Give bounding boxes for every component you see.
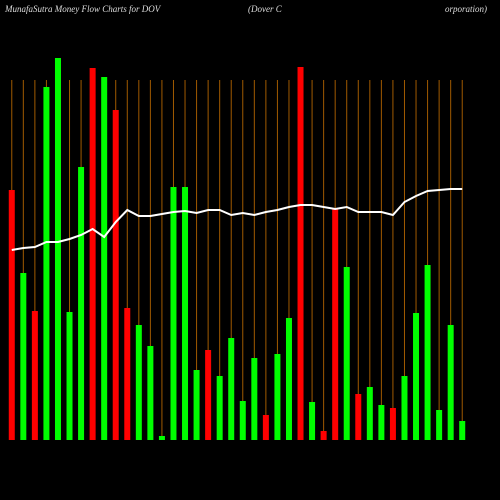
bar xyxy=(239,401,246,440)
bar xyxy=(251,358,258,440)
bar xyxy=(297,67,304,440)
bar xyxy=(332,208,339,440)
bar xyxy=(320,431,327,440)
bar xyxy=(182,187,189,440)
bar xyxy=(378,405,385,440)
bar xyxy=(285,318,292,440)
bar xyxy=(205,350,212,440)
bar xyxy=(262,415,269,440)
bar xyxy=(66,312,73,440)
bar xyxy=(124,308,131,440)
bar xyxy=(459,421,466,440)
bar xyxy=(193,370,200,440)
bar xyxy=(447,325,454,440)
bar xyxy=(228,338,235,440)
bar xyxy=(31,311,38,440)
bar xyxy=(158,436,165,440)
bar xyxy=(8,190,15,440)
bar xyxy=(436,410,443,440)
bar xyxy=(20,273,27,440)
money-flow-line xyxy=(11,188,463,251)
bar xyxy=(424,265,431,440)
bar xyxy=(309,402,316,440)
bar xyxy=(78,167,85,440)
bar xyxy=(355,394,362,440)
bar xyxy=(43,87,50,440)
bar xyxy=(89,68,96,440)
bar xyxy=(274,354,281,440)
bar xyxy=(101,77,108,440)
chart-subtitle: orporation) xyxy=(445,4,487,14)
bar xyxy=(147,346,154,440)
bar xyxy=(413,313,420,440)
chart-title: MunafaSutra Money Flow Charts for DOV xyxy=(4,4,162,14)
bar xyxy=(216,376,223,440)
bar xyxy=(170,187,177,440)
bar xyxy=(366,387,373,440)
bar xyxy=(343,267,350,440)
bar xyxy=(401,376,408,440)
bar xyxy=(54,58,61,440)
bar xyxy=(389,408,396,440)
bar xyxy=(135,325,142,440)
chart-subtitle: (Dover C xyxy=(248,4,283,14)
bar xyxy=(112,110,119,440)
